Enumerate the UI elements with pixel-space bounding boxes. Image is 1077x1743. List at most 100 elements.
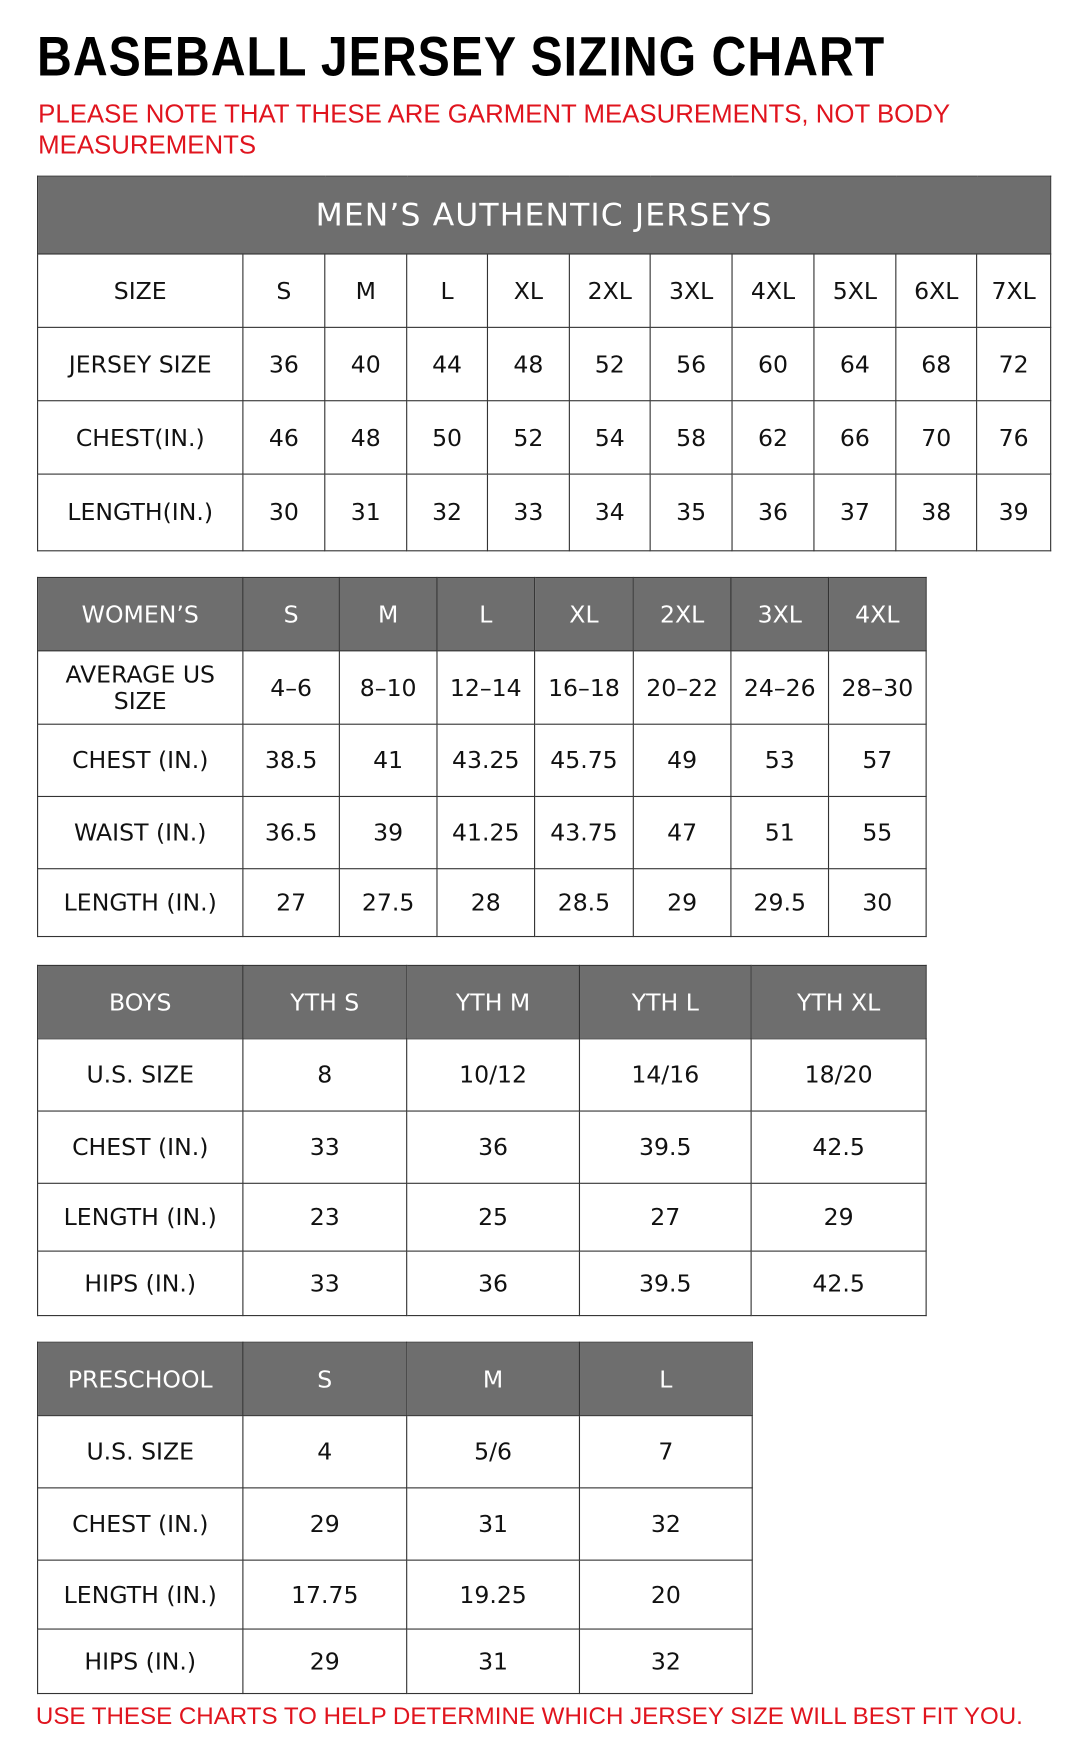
- table-row: CHEST (IN.) 33 36 39.5 42.5: [37, 1110, 927, 1184]
- value-cell: 39.5: [578, 1110, 752, 1184]
- value-cell: 10/12: [406, 1038, 581, 1112]
- table-row: HIPS (IN.) 29 31 32: [37, 1628, 753, 1695]
- value-cell: 20–22: [632, 650, 732, 725]
- table-row: WAIST (IN.) 36.5 39 41.25 43.75 47 51 55: [37, 795, 927, 870]
- size-header-cell: 2XL: [568, 253, 651, 328]
- value-cell: 33: [242, 1250, 408, 1317]
- value-cell: 55: [827, 795, 927, 870]
- value-cell: 36: [406, 1250, 581, 1317]
- value-cell: 37: [813, 473, 897, 552]
- value-cell: 19.25: [406, 1559, 581, 1630]
- size-header-cell: XL: [486, 253, 570, 328]
- size-header-cell: L: [578, 1341, 753, 1417]
- value-cell: 14/16: [578, 1038, 752, 1112]
- value-cell: 27.5: [338, 868, 438, 938]
- size-header-cell: 5XL: [813, 253, 897, 328]
- size-header-cell: M: [338, 576, 438, 652]
- value-cell: 44: [406, 326, 489, 402]
- value-cell: 35: [649, 473, 733, 552]
- value-cell: 36.5: [242, 795, 340, 870]
- value-cell: 36: [242, 326, 326, 402]
- table-header-row: WOMEN’S S M L XL 2XL 3XL 4XL: [37, 576, 927, 652]
- table-header-row: BOYS YTH S YTH M YTH L YTH XL: [37, 964, 927, 1040]
- preschool-table: PRESCHOOL S M L U.S. SIZE 4 5/6 7 CHEST (IN.) 29 3…: [37, 1341, 753, 1695]
- value-cell: 23: [242, 1182, 408, 1252]
- value-cell: 27: [242, 868, 340, 938]
- value-cell: 33: [486, 473, 570, 552]
- value-cell: 52: [568, 326, 651, 402]
- header-label-cell: PRESCHOOL: [37, 1341, 244, 1417]
- value-cell: 28–30: [827, 650, 927, 725]
- value-cell: 32: [406, 473, 489, 552]
- table-row: CHEST (IN.) 38.5 41 43.25 45.75 49 53 57: [37, 723, 927, 798]
- value-cell: 8–10: [338, 650, 438, 725]
- size-header-cell: YTH M: [406, 964, 581, 1040]
- value-cell: 76: [976, 400, 1052, 475]
- value-cell: 40: [324, 326, 408, 402]
- size-header-cell: XL: [534, 576, 634, 652]
- womens-table: WOMEN’S S M L XL 2XL 3XL 4XL AVERAGE US SIZE 4–6 8…: [37, 576, 927, 938]
- boys-table: BOYS YTH S YTH M YTH L YTH XL U.S. SIZE 8 10/12…: [37, 964, 927, 1317]
- value-cell: 30: [242, 473, 326, 552]
- size-header-cell: 4XL: [827, 576, 927, 652]
- size-header-cell: 7XL: [976, 253, 1052, 328]
- value-cell: 39.5: [578, 1250, 752, 1317]
- size-header-cell: 2XL: [632, 576, 732, 652]
- row-label-cell: HIPS (IN.): [37, 1250, 244, 1317]
- page-title: BASEBALL JERSEY SIZING CHART: [37, 25, 886, 88]
- value-cell: 8: [242, 1038, 408, 1112]
- size-header-cell: S: [242, 253, 326, 328]
- value-cell: 43.25: [436, 723, 536, 798]
- value-cell: 38: [895, 473, 978, 552]
- table-row: U.S. SIZE 8 10/12 14/16 18/20: [37, 1038, 927, 1112]
- table-header-row: SIZE S M L XL 2XL 3XL 4XL 5XL 6XL 7XL: [37, 253, 1052, 328]
- value-cell: 29: [242, 1628, 408, 1695]
- size-header-cell: S: [242, 576, 340, 652]
- value-cell: 24–26: [730, 650, 830, 725]
- value-cell: 16–18: [534, 650, 634, 725]
- table-row: CHEST (IN.) 29 31 32: [37, 1487, 753, 1561]
- value-cell: 25: [406, 1182, 581, 1252]
- value-cell: 36: [731, 473, 815, 552]
- size-header-cell: 3XL: [730, 576, 830, 652]
- table-row: HIPS (IN.) 33 36 39.5 42.5: [37, 1250, 927, 1317]
- row-label-cell: WAIST (IN.): [37, 795, 244, 870]
- size-header-cell: S: [242, 1341, 408, 1417]
- table-row: LENGTH(IN.) 30 31 32 33 34 35 36 37 38 39: [37, 473, 1052, 552]
- value-cell: 47: [632, 795, 732, 870]
- value-cell: 31: [406, 1487, 581, 1561]
- value-cell: 54: [568, 400, 651, 475]
- value-cell: 58: [649, 400, 733, 475]
- row-label-cell: LENGTH(IN.): [37, 473, 244, 552]
- value-cell: 12–14: [436, 650, 536, 725]
- value-cell: 48: [486, 326, 570, 402]
- row-label-cell: JERSEY SIZE: [37, 326, 244, 402]
- value-cell: 57: [827, 723, 927, 798]
- size-header-cell: 6XL: [895, 253, 978, 328]
- value-cell: 39: [976, 473, 1052, 552]
- value-cell: 31: [406, 1628, 581, 1695]
- value-cell: 29: [632, 868, 732, 938]
- value-cell: 36: [406, 1110, 581, 1184]
- size-header-cell: YTH XL: [750, 964, 927, 1040]
- size-header-cell: YTH L: [578, 964, 752, 1040]
- value-cell: 62: [731, 400, 815, 475]
- value-cell: 30: [827, 868, 927, 938]
- row-label-cell: CHEST(IN.): [37, 400, 244, 475]
- value-cell: 33: [242, 1110, 408, 1184]
- row-label-cell: CHEST (IN.): [37, 1487, 244, 1561]
- value-cell: 7: [578, 1415, 753, 1489]
- value-cell: 45.75: [534, 723, 634, 798]
- header-label-cell: BOYS: [37, 964, 244, 1040]
- row-label-cell: LENGTH (IN.): [37, 868, 244, 938]
- header-label-cell: WOMEN’S: [37, 576, 244, 652]
- size-header-cell: M: [324, 253, 408, 328]
- row-label-cell: CHEST (IN.): [37, 723, 244, 798]
- row-label-cell: AVERAGE US SIZE: [37, 650, 244, 725]
- table-row: CHEST(IN.) 46 48 50 52 54 58 62 66 70 76: [37, 400, 1052, 475]
- table-banner-row: MEN’S AUTHENTIC JERSEYS: [37, 175, 1052, 255]
- value-cell: 38.5: [242, 723, 340, 798]
- value-cell: 29: [242, 1487, 408, 1561]
- value-cell: 48: [324, 400, 408, 475]
